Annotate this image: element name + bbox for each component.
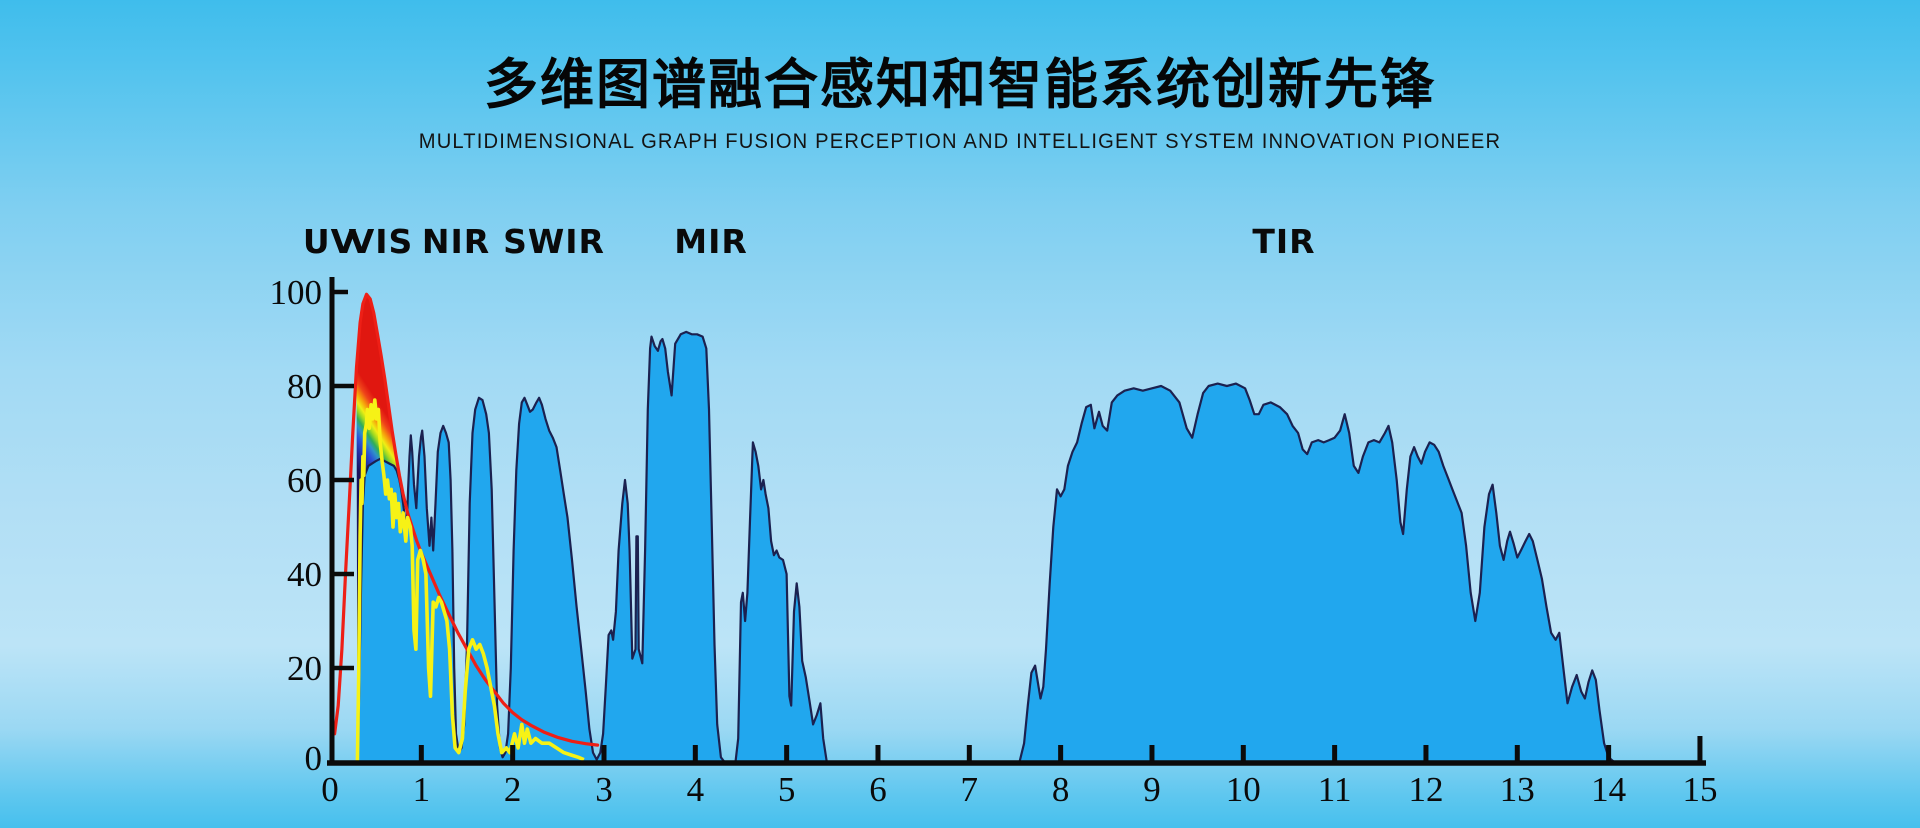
band-label-uv: UV bbox=[302, 222, 358, 261]
band-label-nir: NIR bbox=[421, 222, 491, 261]
x-tick-label: 10 bbox=[1226, 770, 1261, 809]
x-tick-label: 14 bbox=[1591, 770, 1626, 809]
x-tick-label: 6 bbox=[869, 770, 887, 809]
page-subtitle: MULTIDIMENSIONAL GRAPH FUSION PERCEPTION… bbox=[418, 130, 1502, 154]
band-label-vis: VIS bbox=[348, 222, 414, 261]
x-tick-label: 13 bbox=[1500, 770, 1535, 809]
x-tick-label: 8 bbox=[1052, 770, 1070, 809]
x-tick-label: 9 bbox=[1143, 770, 1161, 809]
x-tick-label: 15 bbox=[1682, 770, 1717, 809]
x-tick-label: 0 bbox=[321, 770, 339, 809]
solar-ground-curve bbox=[355, 398, 585, 763]
x-tick-label: 12 bbox=[1408, 770, 1443, 809]
header: 多维图谱融合感知和智能系统创新先锋 MULTIDIMENSIONAL GRAPH… bbox=[0, 53, 1920, 154]
y-tick-label: 0 bbox=[305, 739, 323, 778]
y-tick-label: 100 bbox=[270, 273, 323, 312]
band-label-mir: MIR bbox=[674, 222, 748, 261]
y-tick-label: 60 bbox=[287, 461, 322, 500]
page-title: 多维图谱融合感知和智能系统创新先锋 bbox=[484, 53, 1436, 116]
transmission-area bbox=[356, 330, 1702, 764]
x-tick-label: 7 bbox=[961, 770, 979, 809]
x-tick-label: 3 bbox=[595, 770, 613, 809]
x-tick-label: 4 bbox=[687, 770, 705, 809]
spectral-band-labels: UV VIS NIR SWIR MIR TIR bbox=[0, 222, 1920, 262]
y-tick-label: 40 bbox=[287, 555, 322, 594]
x-tick-label: 5 bbox=[778, 770, 796, 809]
y-tick-label: 20 bbox=[287, 649, 322, 688]
x-tick-label: 2 bbox=[504, 770, 522, 809]
x-tick-label: 11 bbox=[1318, 770, 1352, 809]
blackbody-curve bbox=[333, 292, 600, 747]
y-tick-label: 80 bbox=[287, 367, 322, 406]
band-label-swir: SWIR bbox=[503, 222, 605, 261]
x-tick-label: 1 bbox=[413, 770, 431, 809]
band-label-tir: TIR bbox=[1252, 222, 1316, 261]
